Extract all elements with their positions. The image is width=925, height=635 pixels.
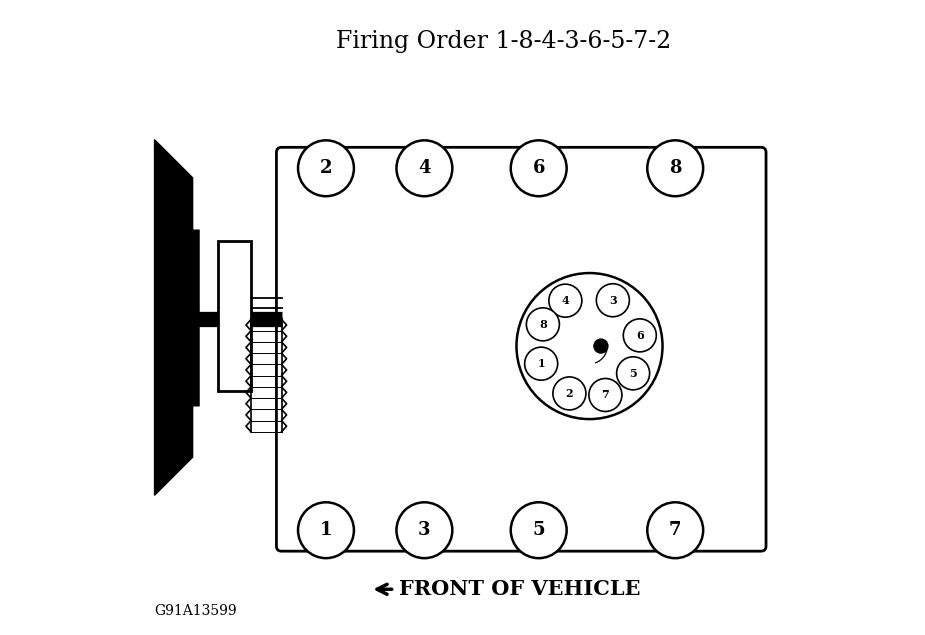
Text: G91A13599: G91A13599 [154,604,237,618]
Circle shape [526,308,560,341]
Text: 4: 4 [418,159,431,177]
Text: 1: 1 [320,521,332,539]
Text: Firing Order 1-8-4-3-6-5-7-2: Firing Order 1-8-4-3-6-5-7-2 [336,30,672,53]
Text: 7: 7 [669,521,682,539]
Text: 5: 5 [533,521,545,539]
Text: 2: 2 [320,159,332,177]
Text: 5: 5 [629,368,637,379]
Text: 3: 3 [609,295,617,305]
Text: 2: 2 [565,388,574,399]
Circle shape [298,502,354,558]
Text: FRONT OF VEHICLE: FRONT OF VEHICLE [399,579,640,599]
Circle shape [589,378,622,411]
Text: 8: 8 [539,319,547,330]
Text: 1: 1 [537,358,545,369]
Circle shape [617,357,649,390]
Text: 8: 8 [669,159,682,177]
Circle shape [516,273,662,419]
Circle shape [511,140,567,196]
Text: 4: 4 [561,295,569,306]
FancyBboxPatch shape [277,147,766,551]
Text: 3: 3 [418,521,431,539]
Circle shape [524,347,558,380]
Circle shape [648,140,703,196]
Circle shape [549,284,582,317]
Text: 6: 6 [635,330,644,341]
Circle shape [553,377,586,410]
Bar [218,241,251,391]
Circle shape [594,339,608,353]
Polygon shape [154,140,192,495]
Circle shape [397,140,452,196]
Circle shape [597,284,629,317]
Circle shape [397,502,452,558]
Text: 7: 7 [601,389,610,401]
Text: 6: 6 [533,159,545,177]
Circle shape [648,502,703,558]
Circle shape [623,319,657,352]
Circle shape [511,502,567,558]
Circle shape [298,140,354,196]
